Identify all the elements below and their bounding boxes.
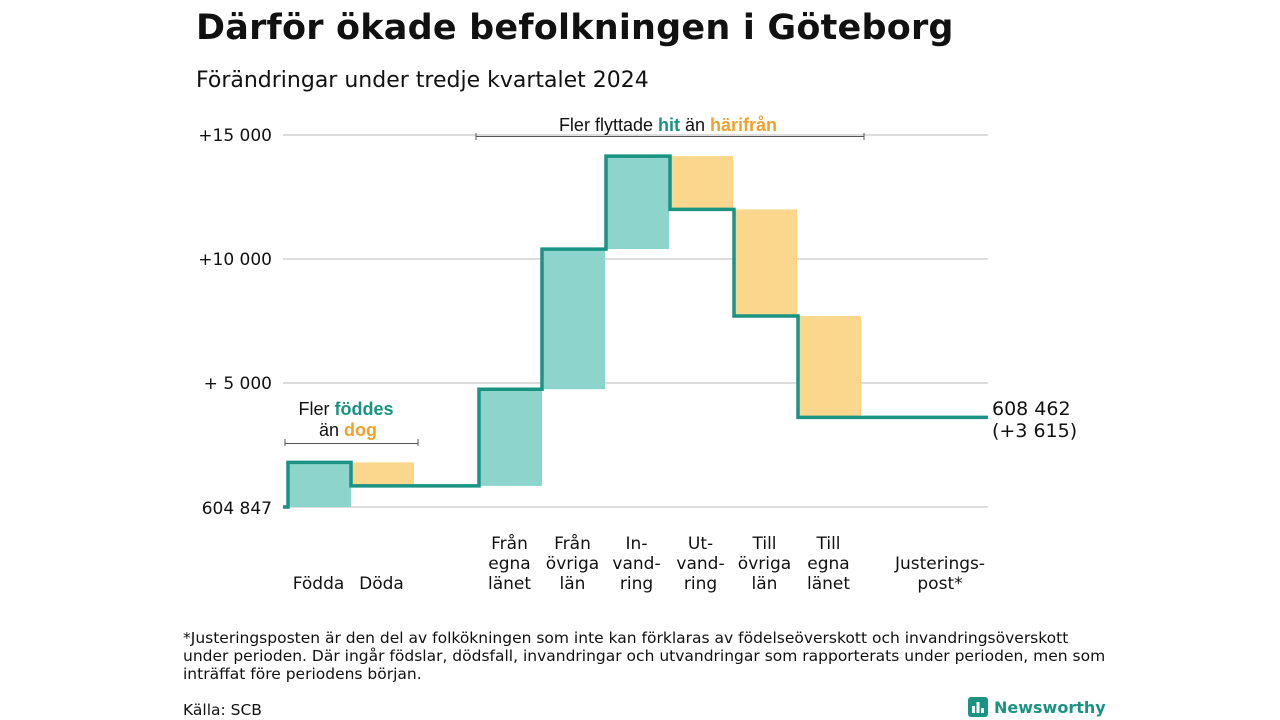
category-label-till-egna: länet (807, 574, 850, 594)
category-label-fran-ovriga: Från (554, 533, 591, 554)
bar-invandring (606, 156, 669, 250)
baseline-label: 604 847 (202, 499, 272, 519)
end-value-label: 608 462 (992, 398, 1071, 420)
bar-doda (351, 462, 414, 486)
annotation-births-line1: Fler föddes (298, 399, 393, 419)
chart-title: Därför ökade befolkningen i Göteborg (196, 8, 954, 48)
category-label-till-ovriga: övriga (738, 554, 791, 574)
brand-name: Newsworthy (994, 697, 1106, 717)
category-label-doda: Döda (359, 574, 404, 594)
bar-fran-egna (479, 389, 542, 486)
step-line (283, 154, 988, 509)
annotation-migration-bracket (475, 133, 865, 140)
category-label-fran-egna: egna (488, 554, 530, 574)
bar-till-egna (798, 316, 861, 418)
annotation-births-word2: dog (344, 420, 377, 440)
brand-logo: Newsworthy (968, 697, 1106, 717)
footnote: *Justeringsposten är den del av folkökni… (183, 629, 1106, 683)
y-tick-label: + 5 000 (204, 374, 272, 394)
bar-till-ovriga (734, 209, 797, 317)
category-label-invandring: In- (626, 534, 648, 554)
category-label-fodda: Födda (293, 574, 345, 594)
category-label-fran-ovriga: övriga (546, 554, 599, 574)
end-value-label: (+3 615) (992, 420, 1077, 442)
y-tick-label: +15 000 (198, 126, 272, 146)
category-label-till-egna: egna (807, 554, 849, 574)
category-label-fran-egna: länet (488, 574, 531, 594)
annotation-migration: Fler flyttade hit än härifrån (559, 115, 777, 135)
chart-subtitle: Förändringar under tredje kvartalet 2024 (196, 68, 649, 93)
annotation-births-word1: föddes (334, 399, 393, 419)
category-label-justeringspost: post* (917, 574, 962, 594)
annotation-migration-mid: än (680, 115, 710, 135)
category-label-justeringspost: Justerings- (894, 554, 985, 574)
y-tick-label: +10 000 (198, 250, 272, 270)
annotation-migration-word2: härifrån (710, 115, 777, 135)
category-label-fran-egna: Från (491, 533, 528, 554)
bar-fodda (288, 462, 351, 507)
source: Källa: SCB (183, 701, 262, 719)
category-label-utvandring: vand- (676, 554, 724, 574)
bar-fran-ovriga (542, 249, 605, 390)
annotation-births-bracket (284, 439, 419, 446)
annotation-births-line2: än dog (319, 420, 377, 440)
bar-utvandring (670, 156, 733, 210)
waterfall-chart: +15 000 +10 000 + 5 000 604 847 Födda Döda Frå… (198, 115, 1077, 594)
category-label-invandring: vand- (612, 554, 660, 574)
category-label-till-ovriga: Till (751, 534, 776, 554)
bar-chart-icon (968, 697, 988, 717)
category-label-till-egna: Till (815, 534, 840, 554)
category-label-utvandring: Ut- (688, 534, 713, 554)
category-label-fran-ovriga: län (560, 574, 586, 594)
category-label-utvandring: ring (684, 574, 717, 594)
annotation-migration-word1: hit (658, 115, 680, 135)
category-label-invandring: ring (620, 574, 653, 594)
category-label-till-ovriga: län (752, 574, 778, 594)
